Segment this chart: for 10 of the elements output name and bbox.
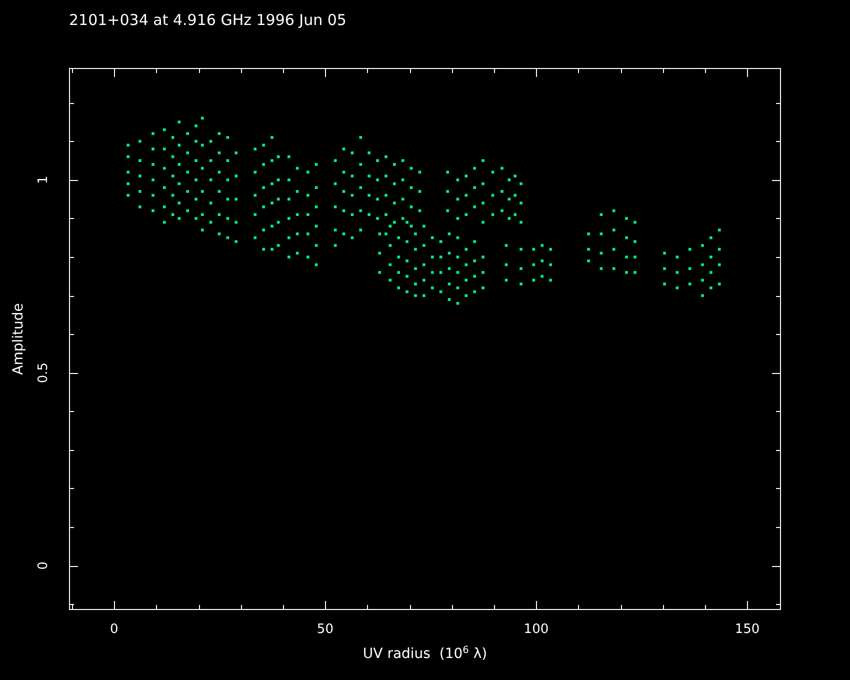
x-tick-label: 0 xyxy=(110,622,118,638)
y-tick-label: 0.5 xyxy=(36,362,52,384)
chart-title: 2101+034 at 4.916 GHz 1996 Jun 05 xyxy=(69,11,346,29)
x-tick-label: 150 xyxy=(734,622,760,638)
y-axis-title: Amplitude xyxy=(10,303,27,375)
x-tick-label: 100 xyxy=(524,622,549,638)
y-tick-label: 0 xyxy=(36,561,52,570)
x-axis-title: UV radius (10$^{6}$ λ) xyxy=(362,645,488,662)
y-tick-label: 1 xyxy=(36,176,52,184)
x-tick-label: 50 xyxy=(316,622,334,638)
